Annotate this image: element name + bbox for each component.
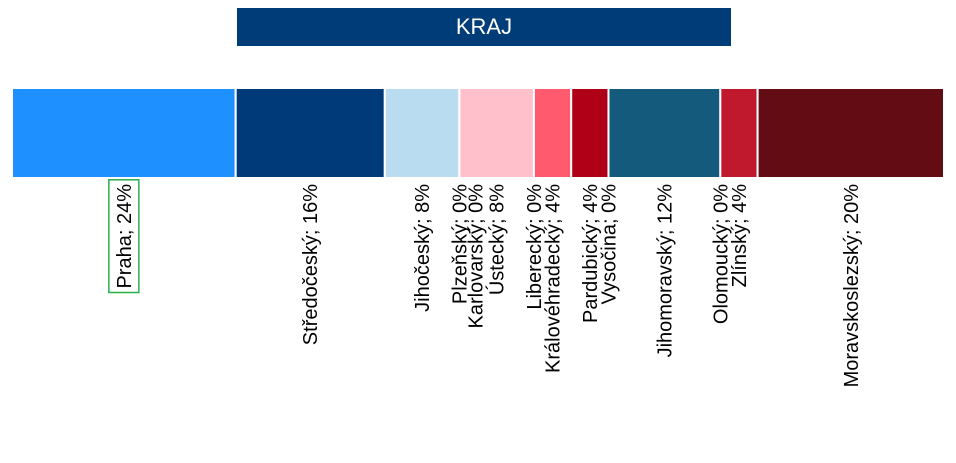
- data-label: Olomoucký; 0%: [710, 184, 732, 324]
- focus-outline: [108, 179, 140, 294]
- data-label: Královéhradecký; 4%: [543, 184, 565, 373]
- data-label: Praha; 24%: [114, 184, 136, 289]
- data-label: Jihomoravský; 12%: [654, 184, 676, 358]
- data-label: Ústecký; 8%: [486, 184, 509, 295]
- data-label: Pardubický; 4%: [580, 184, 602, 323]
- data-label: Vysočina; 0%: [598, 184, 620, 305]
- data-label: Liberecký; 0%: [524, 184, 546, 310]
- bar-segment: [383, 87, 461, 179]
- bar-segment: [11, 87, 237, 179]
- data-label: Zlínský; 4%: [729, 184, 751, 288]
- data-label: Plzeňský; 0%: [449, 184, 471, 304]
- bar-segment: [719, 87, 759, 179]
- data-label: Středočeský; 16%: [300, 184, 322, 345]
- bar-segment: [532, 87, 573, 179]
- bar-segment: [570, 87, 610, 179]
- bar-segment: [756, 87, 945, 179]
- bar-segment: [234, 87, 386, 179]
- data-label: Jihočeský; 8%: [412, 184, 434, 312]
- bar-segment: [458, 87, 535, 179]
- chart-title: KRAJ: [456, 14, 512, 39]
- data-label: Karlovarský; 0%: [465, 184, 487, 329]
- bar-segment: [607, 87, 722, 179]
- title-box: [237, 8, 731, 46]
- data-label: Moravskoslezský; 20%: [841, 184, 863, 388]
